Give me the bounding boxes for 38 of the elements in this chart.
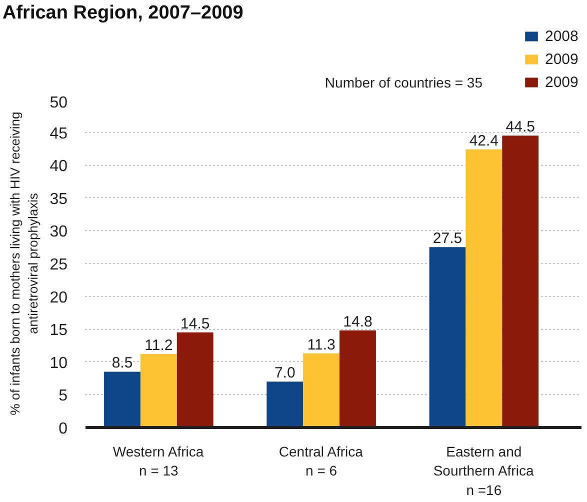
y-axis-title: % of infants born to mothers living with HIV receiving antiretroviral prophylaxis xyxy=(8,112,41,416)
data-label: 14.8 xyxy=(343,313,372,330)
bar xyxy=(466,149,502,428)
y-tick-label: 10 xyxy=(50,354,68,372)
data-label: 7.0 xyxy=(274,364,296,382)
bar xyxy=(340,330,376,428)
data-label: 11.3 xyxy=(307,336,336,354)
y-tick-label: 15 xyxy=(50,322,68,340)
y-tick-label: 40 xyxy=(50,158,68,176)
y-tick-label: 25 xyxy=(50,256,68,274)
legend-label: 2009 xyxy=(545,50,578,68)
x-tick-label: Eastern and Sourthern Africa n =16 xyxy=(433,444,534,498)
y-tick-label: 50 xyxy=(50,94,68,112)
chart-title: African Region, 2007–2009 xyxy=(2,2,244,24)
x-tick-label: Western Africa n = 13 xyxy=(112,444,204,479)
bar xyxy=(140,354,177,428)
x-tick-label: Central Africa n = 6 xyxy=(278,444,364,479)
legend-label: 2009 xyxy=(545,73,578,91)
y-tick-label: 45 xyxy=(50,125,68,142)
bar xyxy=(266,382,304,428)
data-label: 14.5 xyxy=(180,315,210,332)
bar xyxy=(303,353,340,428)
y-tick-label: 35 xyxy=(50,190,68,208)
y-tick-label: 5 xyxy=(58,388,68,405)
data-label: 42.4 xyxy=(469,132,499,150)
bar xyxy=(429,247,466,428)
legend-label: 2008 xyxy=(545,27,578,45)
data-label: 27.5 xyxy=(432,230,462,248)
y-tick-label: 0 xyxy=(58,420,68,438)
y-tick-label: 30 xyxy=(50,224,68,241)
data-label: 44.5 xyxy=(506,118,535,136)
bar xyxy=(104,372,140,428)
bar xyxy=(502,136,539,428)
y-tick-label: 20 xyxy=(50,289,68,306)
text: Number of countries = 35 xyxy=(324,74,483,90)
data-label: 8.5 xyxy=(112,354,133,372)
data-label: 11.2 xyxy=(144,337,173,354)
bar xyxy=(176,332,214,428)
